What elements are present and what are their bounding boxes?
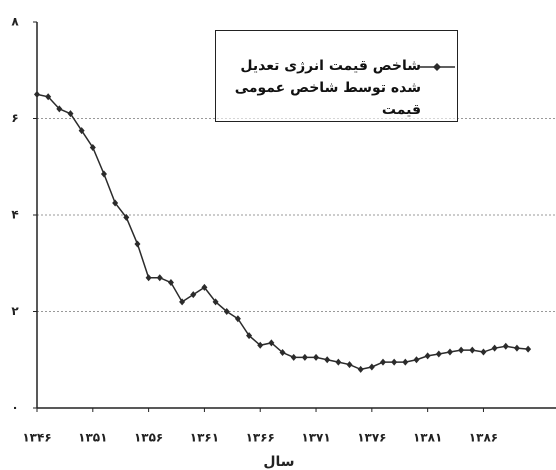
legend-label: شاخص قیمت انرژی تعدیل شده توسط شاخص عموم… [234, 58, 421, 118]
marker [123, 213, 130, 221]
marker [234, 315, 241, 323]
x-tick-label: ۱۳۸۶ [469, 431, 498, 445]
x-axis-label: سال [263, 454, 294, 470]
marker [391, 358, 398, 366]
x-tick-label: ۱۳۸۱ [413, 431, 442, 445]
marker [223, 308, 230, 315]
line [36, 93, 529, 371]
marker [335, 358, 342, 366]
marker [201, 283, 208, 291]
marker [313, 353, 320, 361]
y-tick-label: ۰ [11, 401, 18, 415]
marker [368, 363, 375, 371]
marker [112, 199, 119, 207]
y-tick-label: ۶ [11, 111, 18, 125]
marker [179, 298, 186, 306]
marker [413, 356, 420, 364]
legend: شاخص قیمت انرژی تعدیل شده توسط شاخص عموم… [215, 30, 458, 122]
marker [402, 358, 409, 366]
marker [145, 274, 152, 282]
marker [502, 342, 509, 350]
marker [435, 350, 442, 358]
marker [45, 93, 52, 101]
marker [268, 339, 275, 347]
marker [67, 110, 74, 118]
x-tick-label: ۱۳۶۶ [246, 431, 275, 445]
x-tick-label: ۱۳۴۶ [22, 431, 51, 445]
marker [290, 353, 297, 361]
marker [279, 349, 286, 357]
marker [446, 348, 453, 356]
marker [212, 298, 219, 306]
marker [301, 353, 308, 361]
marker [156, 274, 163, 282]
x-tick-label: ۱۳۷۶ [357, 431, 386, 445]
marker [324, 356, 331, 364]
marker [357, 365, 364, 373]
marker [167, 279, 174, 287]
marker [89, 143, 96, 151]
marker [525, 345, 532, 353]
marker [34, 90, 40, 98]
marker [56, 105, 63, 113]
x-tick-label: ۱۳۵۱ [78, 431, 107, 445]
y-tick-label: ۸ [11, 15, 19, 29]
marker [491, 344, 498, 352]
marker [257, 341, 264, 349]
marker [513, 344, 520, 352]
marker [100, 170, 107, 178]
marker [469, 346, 476, 354]
marker [78, 127, 85, 135]
y-tick-label: ۴ [11, 208, 18, 222]
marker [380, 358, 386, 366]
legend-swatch [419, 63, 455, 71]
marker [458, 346, 465, 354]
y-tick-label: ۲ [11, 304, 19, 318]
marker [190, 291, 197, 299]
marker [346, 361, 353, 369]
marker [246, 332, 253, 340]
marker [424, 352, 431, 360]
x-tick-label: ۱۳۷۱ [301, 431, 330, 445]
marker [480, 348, 487, 356]
x-tick-label: ۱۳۵۶ [134, 431, 163, 445]
marker [134, 240, 141, 248]
x-tick-label: ۱۳۶۱ [190, 431, 219, 445]
